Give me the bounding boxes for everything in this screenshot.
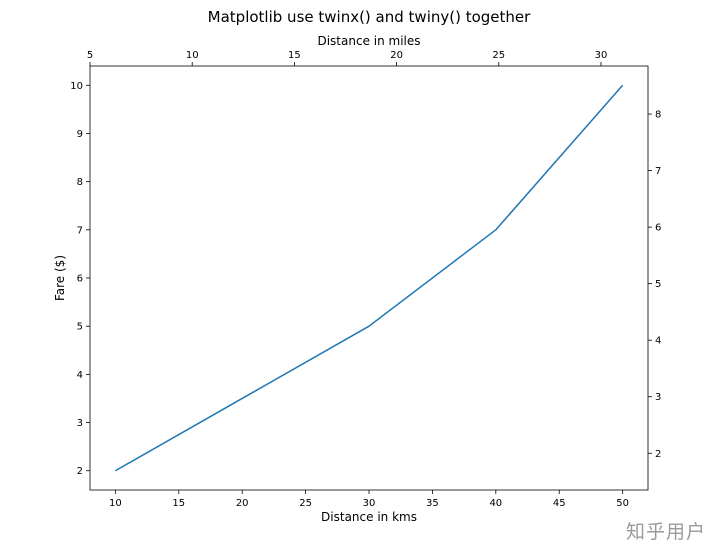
watermark: 知乎用户 <box>625 521 706 543</box>
x-tick-label: 25 <box>299 498 312 509</box>
top-x-axis-label: Distance in miles <box>317 34 420 48</box>
axes-frame <box>89 65 649 491</box>
y-tick-label: 2 <box>77 466 83 477</box>
right-y-tick-label: 7 <box>655 166 661 177</box>
y-tick-label: 8 <box>77 177 83 188</box>
right-y-tick-label: 2 <box>655 449 661 460</box>
x-tick-label: 20 <box>236 498 249 509</box>
x-tick-label: 35 <box>426 498 439 509</box>
right-y-tick-label: 5 <box>655 279 661 290</box>
y-axis-label: Fare ($) <box>53 255 67 301</box>
x-tick-label: 50 <box>616 498 629 509</box>
y-tick-label: 6 <box>77 274 83 285</box>
x-axis-label: Distance in kms <box>321 510 417 524</box>
top-x-tick-label: 15 <box>288 50 301 61</box>
x-tick-label: 15 <box>172 498 185 509</box>
x-tick-label: 45 <box>553 498 566 509</box>
y-tick-label: 5 <box>77 322 83 333</box>
top-x-tick-label: 20 <box>390 50 403 61</box>
y-tick-label: 10 <box>70 81 83 92</box>
x-tick-label: 30 <box>363 498 376 509</box>
top-x-tick-label: 25 <box>492 50 505 61</box>
x-tick-label: 40 <box>489 498 502 509</box>
y-tick-label: 4 <box>77 370 83 381</box>
chart-title: Matplotlib use twinx() and twiny() toget… <box>208 8 531 26</box>
right-y-tick-label: 3 <box>655 392 661 403</box>
y-tick-label: 3 <box>77 418 83 429</box>
y-tick-label: 9 <box>77 129 83 140</box>
y-tick-label: 7 <box>77 225 83 236</box>
top-x-tick-label: 10 <box>186 50 199 61</box>
x-tick-label: 10 <box>109 498 122 509</box>
top-x-tick-label: 30 <box>595 50 608 61</box>
right-y-tick-label: 8 <box>655 110 661 121</box>
top-x-tick-label: 5 <box>87 50 93 61</box>
right-y-tick-label: 4 <box>655 336 661 347</box>
right-y-tick-label: 6 <box>655 223 661 234</box>
series-line-0 <box>114 84 624 472</box>
